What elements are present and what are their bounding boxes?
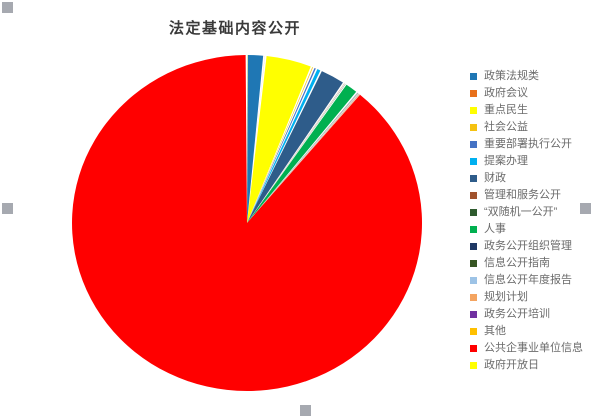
legend-item-label: 社会公益: [484, 121, 528, 133]
legend-swatch-icon: [470, 328, 477, 335]
legend-swatch-icon: [470, 141, 477, 148]
pie-slice[interactable]: [247, 67, 313, 223]
pie-slice[interactable]: [247, 94, 360, 223]
chart-legend: 政策法规类政府会议重点民生社会公益重要部署执行公开 提案办理财政管理和服务公开 “双…: [470, 68, 610, 374]
legend-item-label: 政府开放日: [484, 359, 539, 371]
legend-item[interactable]: 政务公开组织管理: [470, 238, 610, 255]
legend-item[interactable]: 重点民生: [470, 102, 610, 119]
legend-swatch-icon: [470, 345, 477, 352]
pie-slice[interactable]: [247, 93, 360, 223]
legend-item-label: 信息公开指南: [484, 257, 550, 269]
legend-item[interactable]: 政府会议: [470, 85, 610, 102]
pie-slice-group: [72, 54, 423, 392]
legend-item[interactable]: 政务公开培训: [470, 306, 610, 323]
pie-slice[interactable]: [247, 55, 264, 223]
legend-item[interactable]: 规划计划: [470, 289, 610, 306]
pie-slice[interactable]: [247, 68, 316, 223]
legend-swatch-icon: [470, 362, 477, 369]
legend-swatch-icon: [470, 175, 477, 182]
legend-item[interactable]: “双随机一公开”: [470, 204, 610, 221]
legend-item-label: 规划计划: [484, 291, 528, 303]
legend-item-label: 管理和服务公开: [484, 189, 561, 201]
legend-item[interactable]: 政府开放日: [470, 357, 610, 374]
legend-item[interactable]: 政策法规类: [470, 68, 610, 85]
legend-item[interactable]: 其他: [470, 323, 610, 340]
legend-swatch-icon: [470, 124, 477, 131]
legend-item-label: 政务公开组织管理: [484, 240, 572, 252]
legend-item-label: 政策法规类: [484, 70, 539, 82]
legend-item-label: 政府会议: [484, 87, 528, 99]
pie-slice[interactable]: [247, 84, 357, 223]
legend-item[interactable]: 公共企事业单位信息: [470, 340, 610, 357]
selection-handle-top-left[interactable]: [2, 2, 13, 13]
legend-swatch-icon: [470, 260, 477, 267]
legend-item-label: 重要部署执行公开: [484, 138, 572, 150]
legend-item-label: 财政: [484, 172, 506, 184]
legend-item-label: 重点民生: [484, 104, 528, 116]
legend-item[interactable]: 信息公开指南: [470, 255, 610, 272]
pie-slice[interactable]: [247, 94, 360, 223]
selection-handle-middle-left[interactable]: [2, 203, 13, 214]
pie-slice[interactable]: [247, 54, 248, 223]
legend-swatch-icon: [470, 209, 477, 216]
legend-item-label: 政务公开培训: [484, 308, 550, 320]
pie-slice[interactable]: [247, 83, 345, 223]
legend-item[interactable]: 重要部署执行公开: [470, 136, 610, 153]
legend-swatch-icon: [470, 226, 477, 233]
legend-item-label: 其他: [484, 325, 506, 337]
legend-swatch-icon: [470, 311, 477, 318]
legend-item-label: 公共企事业单位信息: [484, 342, 583, 354]
selection-handle-bottom-middle[interactable]: [300, 405, 311, 416]
pie-slice[interactable]: [247, 93, 359, 224]
legend-swatch-icon: [470, 294, 477, 301]
legend-swatch-icon: [470, 277, 477, 284]
legend-item-label: “双随机一公开”: [484, 206, 558, 218]
legend-item-label: 信息公开年度报告: [484, 274, 572, 286]
pie-slice[interactable]: [247, 92, 358, 223]
legend-swatch-icon: [470, 107, 477, 114]
pie-slice[interactable]: [247, 69, 321, 224]
pie-slice[interactable]: [247, 84, 346, 223]
chart-title: 法定基础内容公开: [168, 21, 301, 37]
legend-item[interactable]: 提案办理: [470, 153, 610, 170]
pie-slice[interactable]: [72, 55, 423, 392]
legend-item[interactable]: 管理和服务公开: [470, 187, 610, 204]
legend-swatch-icon: [470, 158, 477, 165]
pie-chart-svg: [72, 54, 423, 392]
legend-item[interactable]: 社会公益: [470, 119, 610, 136]
pie-chart-plot-area[interactable]: [55, 45, 455, 400]
pie-slice[interactable]: [247, 56, 311, 224]
legend-swatch-icon: [470, 243, 477, 250]
legend-swatch-icon: [470, 192, 477, 199]
legend-item-label: 人事: [484, 223, 506, 235]
legend-item[interactable]: 人事: [470, 221, 610, 238]
legend-item-label: 提案办理: [484, 155, 528, 167]
pie-slice[interactable]: [247, 71, 343, 224]
legend-item[interactable]: 信息公开年度报告: [470, 272, 610, 289]
legend-swatch-icon: [470, 73, 477, 80]
legend-swatch-icon: [470, 90, 477, 97]
selection-handle-middle-right[interactable]: [580, 203, 591, 214]
pie-slice[interactable]: [247, 93, 359, 223]
legend-item[interactable]: 财政: [470, 170, 610, 187]
